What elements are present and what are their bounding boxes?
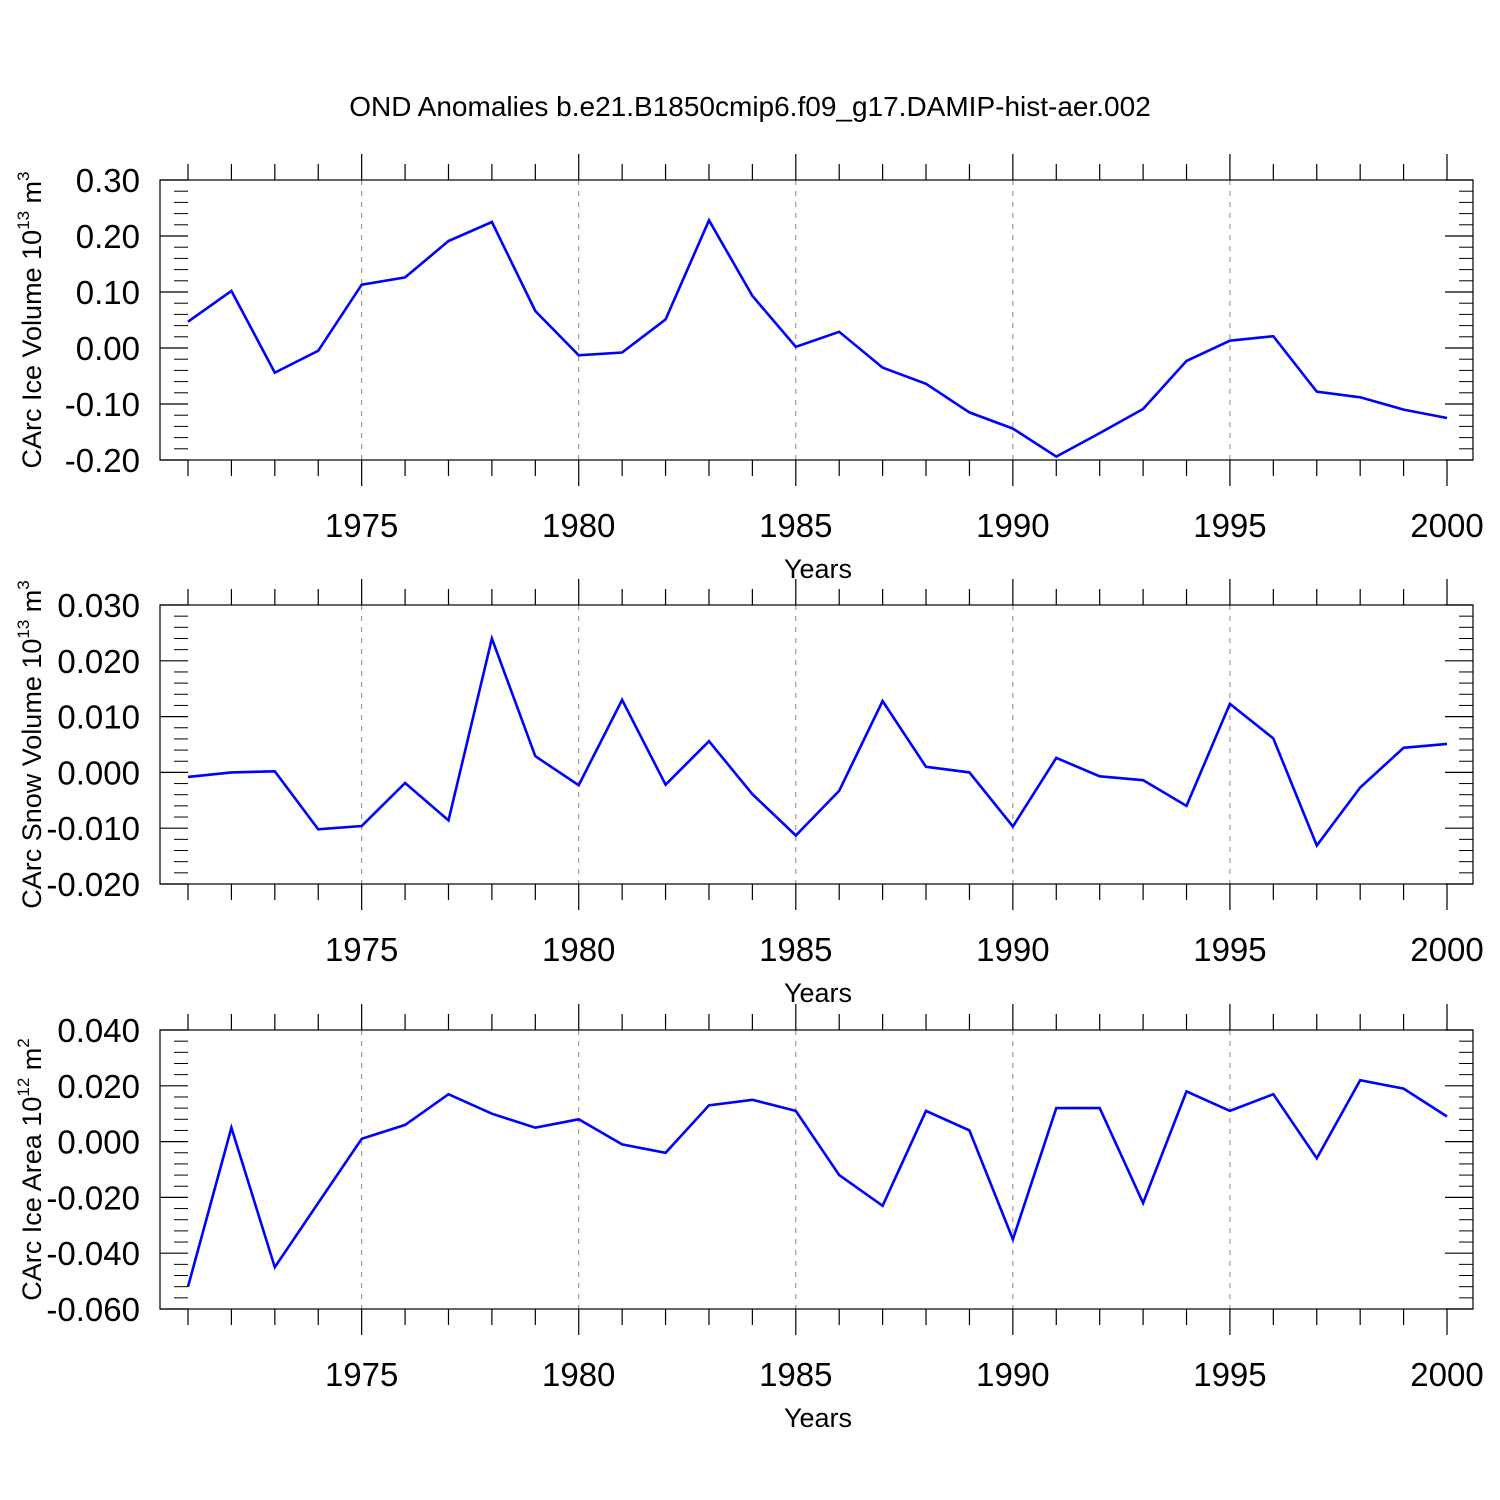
x-tick-label: 1975: [325, 507, 398, 544]
panel-2: -0.020 -0.010 0.000 0.010 0.020 0.030 1975 1980…: [14, 579, 1484, 1008]
x-tick-label: 1990: [976, 1356, 1049, 1393]
y-tick-label: 0.040: [57, 1012, 140, 1049]
x-tick-label: 1980: [542, 931, 615, 968]
y-tick-label: -0.20: [65, 442, 140, 479]
x-tick-label: 1990: [976, 931, 1049, 968]
y-tick-label: -0.020: [46, 866, 140, 903]
x-tick-label: 1995: [1193, 507, 1266, 544]
y-tick-label: 0.000: [57, 1124, 140, 1161]
y-axis-label: CArc Ice Volume 1013 m3: [14, 171, 47, 468]
y-tick-label: 0.10: [76, 274, 140, 311]
y-axis-label: CArc Snow Volume 1013 m3: [14, 580, 47, 909]
y-tick-label: 0.020: [57, 643, 140, 680]
y-tick-label: -0.010: [46, 810, 140, 847]
figure-title: OND Anomalies b.e21.B1850cmip6.f09_g17.D…: [349, 91, 1151, 122]
x-tick-label: 1985: [759, 1356, 832, 1393]
y-tick-label: 0.030: [57, 587, 140, 624]
y-tick-label: -0.10: [65, 386, 140, 423]
series-line: [186, 1078, 1448, 1288]
panel-1: -0.20 -0.10 0.00 0.10 0.20 0.30 1975 1980 1985 19…: [14, 154, 1484, 584]
x-tick-label: 1980: [542, 1356, 615, 1393]
y-tick-label: 0.000: [57, 754, 140, 791]
x-tick-label: 1990: [976, 507, 1049, 544]
plot-frame: [159, 179, 1474, 461]
y-tick-label: -0.060: [46, 1291, 140, 1328]
x-axis-label: Years: [784, 554, 852, 584]
series-line: [187, 217, 1448, 459]
x-axis-label: Years: [784, 1403, 852, 1433]
x-tick-label: 1975: [325, 1356, 398, 1393]
y-tick-label: -0.040: [46, 1235, 140, 1272]
y-tick-label: -0.020: [46, 1179, 140, 1216]
x-tick-label: 1980: [542, 507, 615, 544]
plot-frame: [159, 1029, 1474, 1310]
x-tick-label: 1985: [759, 931, 832, 968]
y-tick-label: 0.20: [76, 218, 140, 255]
panel-3: -0.060 -0.040 -0.020 0.000 0.020 0.040 1975 198…: [14, 1004, 1484, 1433]
x-tick-label: 2000: [1410, 1356, 1483, 1393]
x-tick-label: 1995: [1193, 931, 1266, 968]
y-tick-label: 0.30: [76, 162, 140, 199]
y-tick-label: 0.020: [57, 1068, 140, 1105]
x-tick-label: 2000: [1410, 507, 1483, 544]
y-axis-label: CArc Ice Area 1012 m2: [14, 1038, 47, 1301]
x-axis-label: Years: [784, 978, 852, 1008]
series-line: [187, 634, 1448, 849]
x-tick-label: 1975: [325, 931, 398, 968]
plot-frame: [159, 604, 1474, 885]
y-tick-label: 0.010: [57, 699, 140, 736]
y-tick-label: 0.00: [76, 330, 140, 367]
x-tick-label: 2000: [1410, 931, 1483, 968]
x-tick-label: 1985: [759, 507, 832, 544]
x-tick-label: 1995: [1193, 1356, 1266, 1393]
